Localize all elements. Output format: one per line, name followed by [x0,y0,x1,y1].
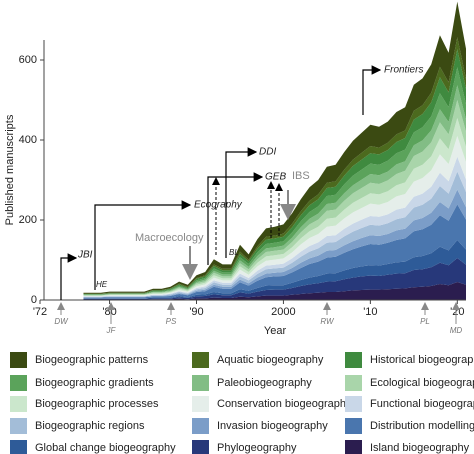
x-axis-label: Year [264,325,287,337]
area [83,258,466,300]
annotation: Ecography [194,200,243,211]
x-tick-label: 2000 [271,306,295,318]
legend-swatch [345,418,362,434]
legend-swatch [345,396,362,412]
legend-label: Island biogeography [370,442,470,454]
legend-swatch [192,440,209,454]
legend-swatch [10,375,27,391]
area [83,171,466,298]
legend-label: Historical biogeography [370,354,474,366]
x-tick-label: '20 [450,306,464,318]
milestone-label: DW [54,317,69,326]
legend-swatch [10,440,27,454]
legend-label: Conservation biogeography [217,398,352,410]
area [83,1,466,294]
annotation: JBI [77,250,93,261]
legend-swatch [192,396,209,412]
legend-label: Biogeographic regions [35,420,145,432]
legend-label: Phylogeography [217,442,297,454]
legend-swatch [10,352,27,368]
legend-label: Global change biogeography [35,442,176,454]
annotation-arrow [94,200,192,290]
legend-swatch [10,418,27,434]
legend-swatch [192,418,209,434]
legend-label: Biogeographic gradients [35,377,154,389]
y-tick-label: 0 [31,294,37,306]
legend-label: Biogeographic patterns [35,354,149,366]
annotation-arrow [225,147,258,258]
legend-label: Functional biogeography [370,398,474,410]
legend-swatch [192,375,209,391]
area [83,282,466,300]
milestone-label: MD [450,326,463,335]
annotation-arrow [207,172,264,265]
y-tick-label: 600 [19,54,37,66]
legend-swatch [345,440,362,454]
x-tick-label: '80 [102,306,116,318]
y-tick-label: 200 [19,214,37,226]
area [83,189,466,298]
annotation: GEB [265,172,286,183]
annotation: HE [96,280,108,289]
legend-label: Invasion biogeography [217,420,328,432]
annotation-arrow [362,65,382,115]
milestone-label: PL [420,317,430,326]
area [83,240,466,299]
x-tick-label: '72 [33,306,47,318]
legend-label: Ecological biogeography [370,377,474,389]
area [83,136,466,297]
annotation: DDI [259,147,276,158]
annotation: Macroecology [135,232,204,244]
legend-label: Aquatic biogeography [217,354,324,366]
milestone-label: JF [106,326,117,335]
legend-swatch [345,375,362,391]
legend-swatch [10,396,27,412]
milestone-label: PS [166,317,177,326]
milestone-label: RW [320,317,335,326]
area [83,204,466,299]
annotation-arrow [60,253,78,300]
y-tick-label: 400 [19,134,37,146]
annotation: BL [229,248,239,257]
annotation: Frontiers [384,65,423,76]
x-tick-label: '10 [363,306,377,318]
x-tick-label: '90 [189,306,203,318]
legend-swatch [345,352,362,368]
legend-label: Distribution modelling [370,420,474,432]
y-axis-label: Published manuscripts [4,114,16,225]
legend-label: Biogeographic processes [35,398,159,410]
legend-swatch [192,352,209,368]
annotation: IBS [292,170,310,182]
legend-label: Paleobiogeography [217,377,312,389]
